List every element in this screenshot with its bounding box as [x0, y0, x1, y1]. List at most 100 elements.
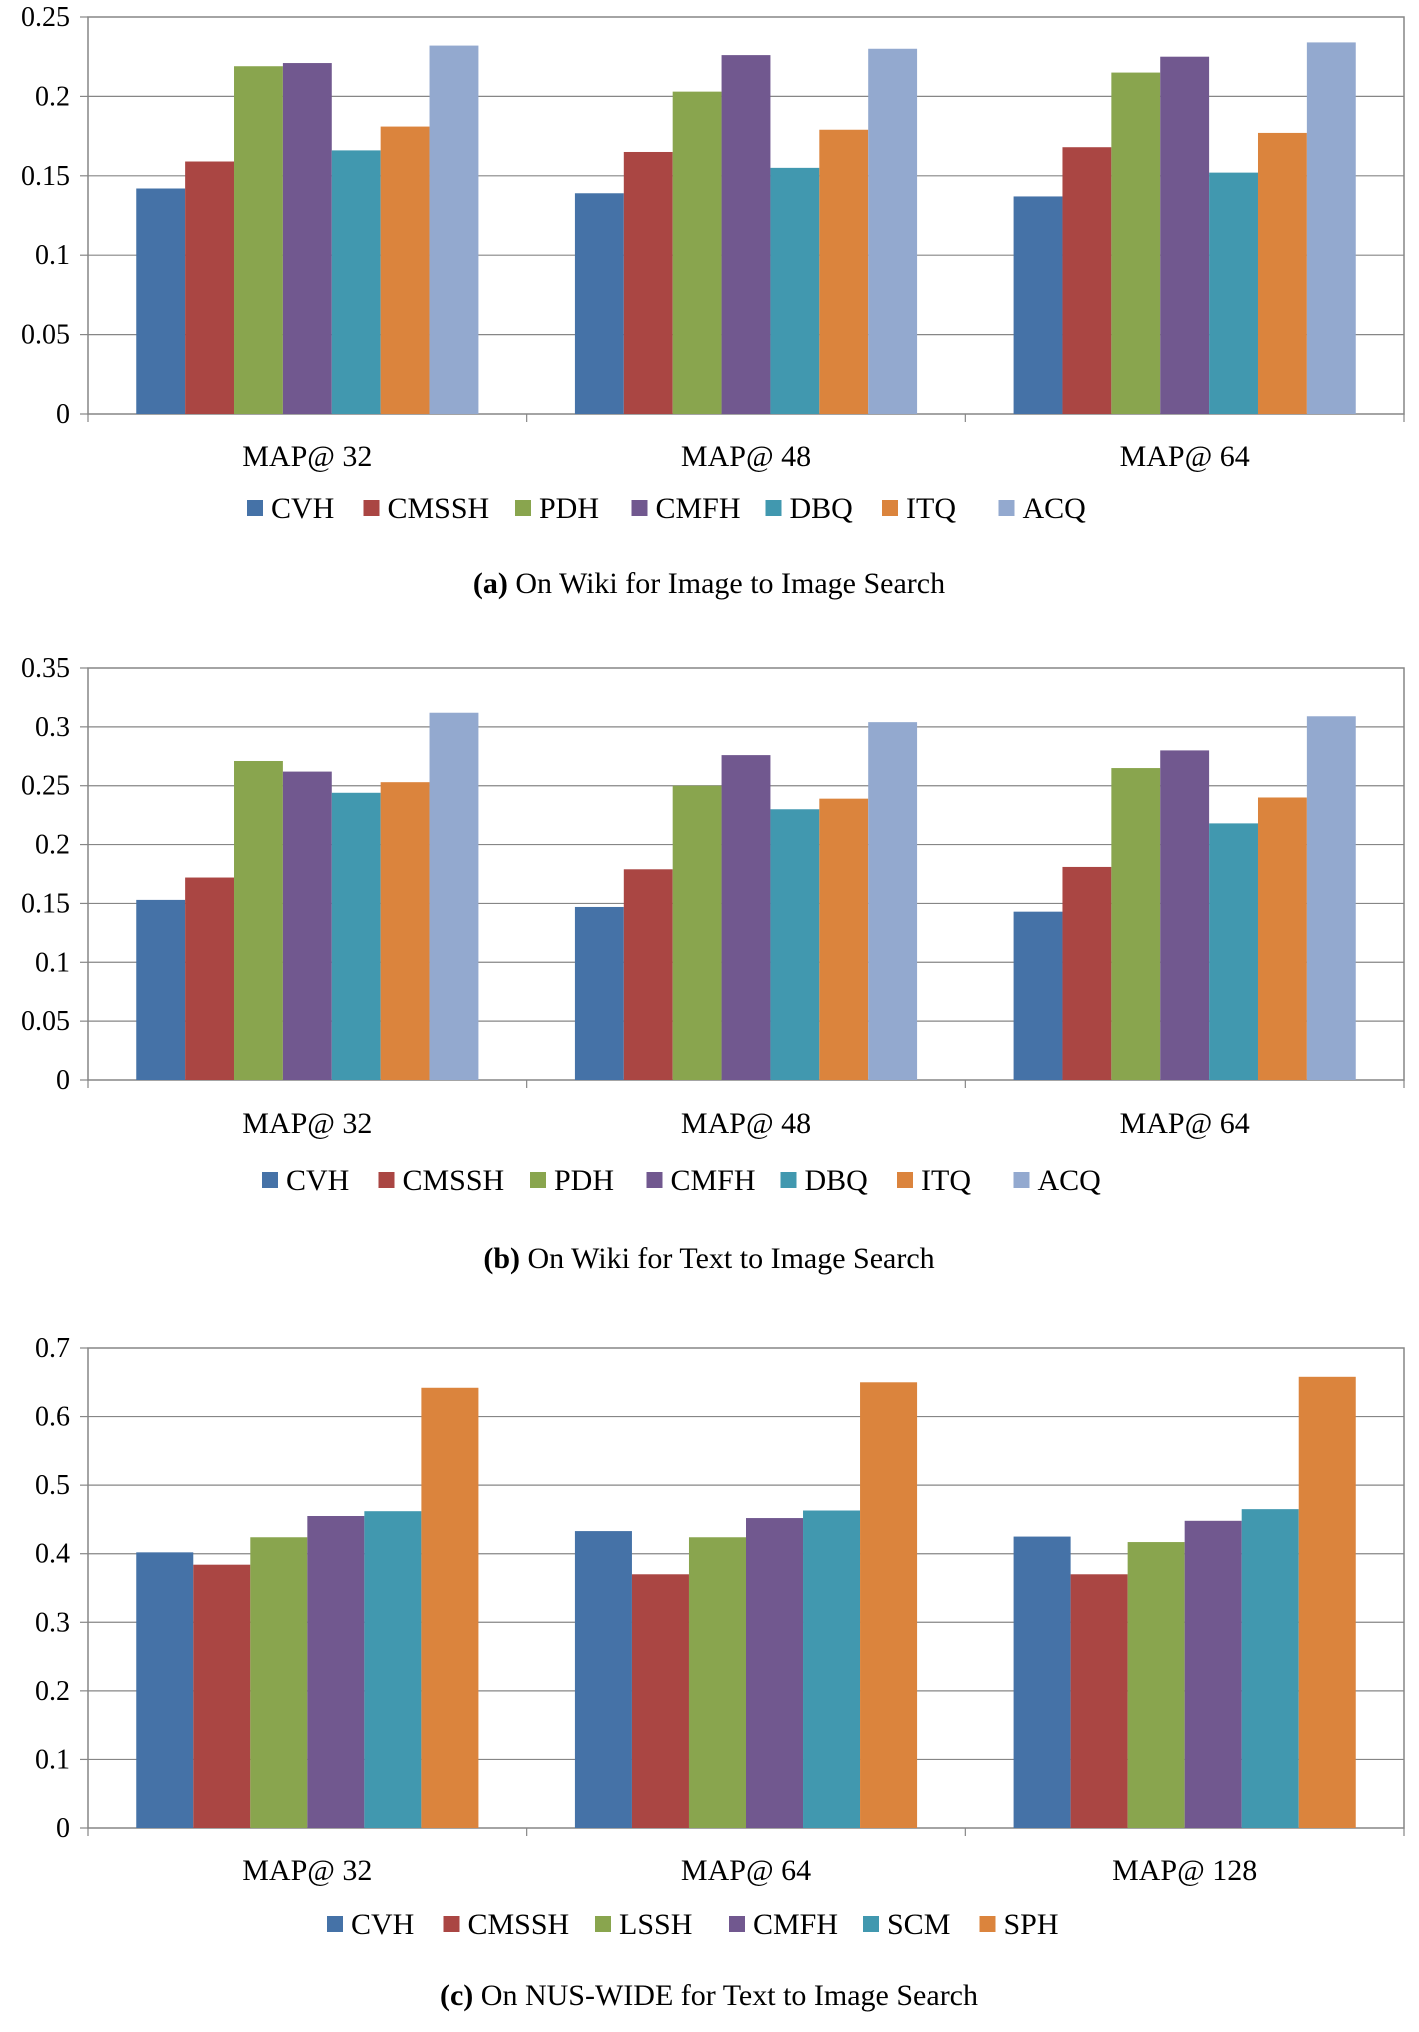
caption-letter: (c): [440, 1979, 473, 2012]
legend-label: CMFH: [671, 1164, 756, 1197]
bar-cmfh-1: [282, 63, 332, 414]
legend-label: DBQ: [805, 1164, 869, 1197]
bar-sph-2: [860, 1382, 918, 1828]
y-tick-label: 0.05: [21, 1006, 70, 1037]
y-tick-label: 0.25: [21, 2, 70, 33]
legend-label: CMFH: [753, 1908, 838, 1941]
legend-swatch: [595, 1916, 611, 1932]
legend-label: DBQ: [790, 492, 854, 525]
bar-acq-1: [429, 45, 479, 415]
y-tick-label: 0.2: [35, 1676, 70, 1707]
bar-dbq-1: [331, 150, 381, 414]
legend-swatch: [998, 500, 1015, 516]
legend-swatch: [247, 500, 263, 516]
bar-cmfh-2: [746, 1518, 804, 1828]
bar-lssh-2: [688, 1537, 746, 1828]
bar-cmssh-1: [185, 877, 235, 1080]
bar-cvh-2: [574, 906, 624, 1080]
bar-scm-3: [1241, 1509, 1299, 1828]
bar-acq-2: [868, 722, 918, 1080]
bar-dbq-1: [331, 792, 381, 1080]
legend-swatch: [363, 500, 380, 516]
bar-cmssh-2: [623, 151, 673, 415]
bar-acq-2: [868, 48, 918, 414]
y-tick-label: 0.15: [21, 888, 70, 919]
bar-pdh-2: [672, 91, 722, 415]
bar-itq-1: [380, 126, 430, 415]
legend-swatch: [631, 500, 648, 516]
bar-pdh-2: [672, 785, 722, 1080]
legend-label: PDH: [554, 1164, 614, 1197]
legend: CVH CMSSH LSSH CMFH SCM SPH: [327, 1908, 1059, 1941]
bar-cmssh-2: [631, 1574, 689, 1828]
bar-acq-1: [429, 712, 479, 1080]
bar-dbq-2: [770, 809, 820, 1080]
bar-cvh-1: [136, 188, 186, 414]
chart-panel-c: 0 0.1 0.2 0.3 0.4 0.5 0.6 0.7 MAP@ 32 MAP@ 64 MAP@…: [35, 1333, 1405, 2012]
figure-caption: (c) On NUS-WIDE for Text to Image Search: [440, 1979, 978, 2012]
legend-swatch: [327, 1916, 343, 1932]
legend-swatch: [780, 1172, 797, 1188]
bar-cvh-3: [1013, 196, 1063, 414]
x-category-label: MAP@ 32: [242, 1854, 372, 1887]
legend-label: CMSSH: [403, 1164, 505, 1197]
legend-label: PDH: [539, 492, 599, 525]
legend-swatch: [897, 1172, 913, 1188]
y-tick-label: 0.2: [35, 81, 70, 112]
y-tick-label: 0.2: [35, 830, 70, 861]
bar-cmfh-1: [307, 1516, 365, 1828]
bar-cvh-2: [574, 1531, 632, 1828]
legend-label: CVH: [286, 1164, 349, 1197]
legend-swatch: [882, 500, 898, 516]
bar-cmssh-3: [1070, 1574, 1128, 1828]
legend-label: CMSSH: [468, 1908, 570, 1941]
figure-caption: (b) On Wiki for Text to Image Search: [483, 1242, 934, 1275]
y-tick-label: 0.4: [35, 1539, 70, 1570]
x-category-label: MAP@ 32: [242, 440, 372, 473]
legend-swatch: [530, 1172, 546, 1188]
bar-pdh-1: [234, 760, 283, 1080]
bar-cmfh-1: [282, 771, 332, 1080]
y-tick-label: 0: [56, 1065, 70, 1096]
bar-cmssh-3: [1062, 147, 1112, 414]
bar-lssh-1: [250, 1537, 308, 1828]
bar-cvh-3: [1013, 1536, 1071, 1828]
y-tick-label: 0.6: [35, 1402, 70, 1433]
bar-dbq-2: [770, 167, 820, 414]
bar-cmfh-3: [1184, 1520, 1242, 1828]
bar-sph-1: [421, 1387, 479, 1828]
bar-itq-2: [819, 798, 869, 1080]
x-category-label: MAP@ 64: [1120, 440, 1250, 473]
bar-acq-3: [1306, 42, 1356, 415]
y-tick-label: 0.15: [21, 161, 70, 192]
legend: CVH CMSSH PDH CMFH DBQ ITQ ACQ: [247, 492, 1086, 525]
legend-label: ITQ: [906, 492, 956, 525]
bar-itq-3: [1257, 132, 1307, 414]
bar-sph-3: [1298, 1376, 1356, 1828]
y-tick-label: 0: [56, 399, 70, 430]
legend-label: CVH: [351, 1908, 414, 1941]
x-category-label: MAP@ 128: [1112, 1854, 1257, 1887]
legend-label: CVH: [271, 492, 334, 525]
legend-swatch: [979, 1916, 996, 1932]
bar-itq-3: [1257, 797, 1307, 1080]
bar-pdh-3: [1111, 72, 1161, 414]
legend-label: ACQ: [1023, 492, 1087, 525]
y-tick-label: 0.35: [21, 653, 70, 684]
y-tick-label: 0.3: [35, 1607, 70, 1638]
bar-dbq-3: [1209, 823, 1258, 1080]
bar-scm-1: [364, 1511, 422, 1828]
y-tick-label: 0.25: [21, 771, 70, 802]
legend-swatch: [765, 500, 782, 516]
legend-label: ACQ: [1038, 1164, 1102, 1197]
legend-swatch: [378, 1172, 395, 1188]
legend-label: CMFH: [656, 492, 741, 525]
bar-itq-1: [380, 782, 430, 1080]
caption-text: On Wiki for Image to Image Search: [508, 567, 945, 600]
y-tick-label: 0.1: [35, 240, 70, 271]
bar-dbq-3: [1209, 172, 1258, 414]
caption-text: On Wiki for Text to Image Search: [520, 1242, 935, 1275]
y-tick-label: 0.3: [35, 712, 70, 743]
x-category-label: MAP@ 64: [1120, 1107, 1250, 1140]
bar-cmssh-1: [193, 1564, 251, 1828]
